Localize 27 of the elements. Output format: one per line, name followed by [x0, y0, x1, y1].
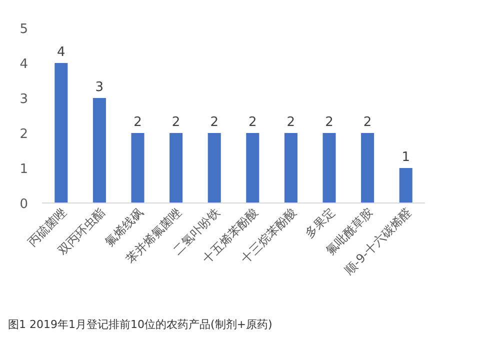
- bar: [399, 168, 412, 203]
- bar: [361, 133, 374, 203]
- data-label: 2: [172, 115, 180, 130]
- data-label: 2: [325, 115, 334, 130]
- data-label: 4: [57, 45, 66, 60]
- y-tick-label: 0: [20, 197, 28, 212]
- y-tick-label: 2: [20, 127, 28, 142]
- data-label: 2: [363, 115, 372, 130]
- y-tick-label: 3: [20, 92, 28, 107]
- data-label: 3: [95, 80, 104, 95]
- bar: [208, 133, 221, 203]
- bar: [131, 133, 144, 203]
- bar: [92, 98, 106, 203]
- data-label: 2: [210, 115, 218, 130]
- bar: [246, 133, 260, 203]
- bar: [322, 133, 336, 203]
- data-label: 2: [286, 115, 296, 130]
- caption: 图1 2019年1月登记排前10位的农药产品(制剂+原药): [8, 318, 272, 331]
- data-label: 2: [248, 115, 257, 130]
- data-label: 1: [402, 150, 410, 165]
- y-tick-label: 4: [20, 57, 28, 72]
- y-tick-label: 5: [20, 22, 28, 37]
- bar: [284, 133, 298, 203]
- y-tick-label: 1: [20, 162, 28, 177]
- bar: [170, 133, 183, 203]
- data-label: 2: [134, 115, 142, 130]
- bar: [54, 63, 68, 203]
